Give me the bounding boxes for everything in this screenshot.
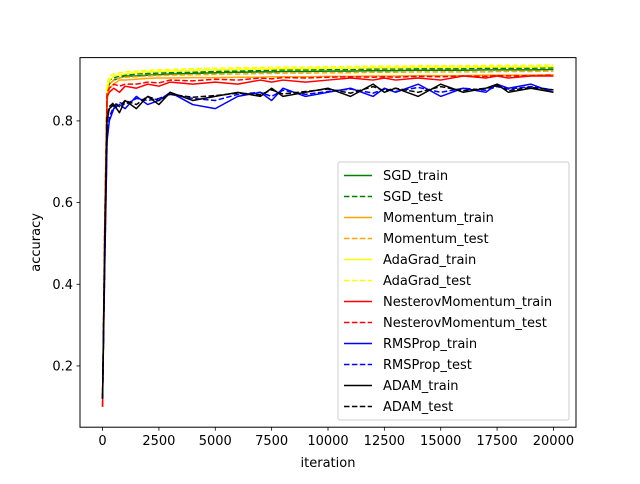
x-tick-label: 2500: [142, 434, 175, 449]
y-axis-label: accuracy: [29, 213, 44, 272]
legend-label: AdaGrad_test: [383, 274, 471, 289]
legend-label: AdaGrad_train: [383, 253, 476, 268]
series-line-nesterovmomentum-test: [101, 74, 554, 407]
legend-label: ADAM_test: [383, 400, 453, 415]
legend-label: SGD_test: [383, 190, 443, 205]
series-line-adam-train: [101, 83, 554, 399]
legend-label: NesterovMomentum_train: [383, 295, 552, 310]
x-tick-label: 15000: [420, 434, 461, 449]
y-tick-label: 0.2: [52, 359, 73, 374]
x-tick-label: 0: [98, 434, 106, 449]
legend: SGD_train SGD_test Momentum_train Momentum_…: [337, 161, 570, 421]
x-tick-label: 20000: [533, 434, 574, 449]
y-tick-label: 0.4: [52, 278, 73, 293]
legend-label: NesterovMomentum_test: [383, 316, 547, 331]
x-tick-label: 10000: [307, 434, 348, 449]
legend-label: Momentum_test: [383, 232, 489, 247]
legend-label: ADAM_train: [383, 379, 459, 394]
legend-label: RMSProp_test: [383, 358, 472, 373]
legend-label: Momentum_train: [383, 211, 494, 226]
y-tick-label: 0.8: [52, 114, 73, 129]
x-tick-label: 7500: [255, 434, 288, 449]
legend-label: SGD_train: [383, 169, 448, 184]
series-line-sgd-test: [101, 67, 554, 399]
series-line-momentum-test: [101, 70, 554, 399]
series-line-rmsprop-train: [101, 83, 554, 399]
legend-box: [337, 161, 570, 421]
legend-label: RMSProp_train: [383, 337, 477, 352]
x-tick-label: 17500: [476, 434, 517, 449]
series-line-adam-test: [101, 85, 554, 399]
y-tick-label: 0.6: [52, 196, 73, 211]
x-tick-label: 5000: [199, 434, 232, 449]
x-tick-label: 12500: [364, 434, 405, 449]
x-axis-label: iteration: [301, 456, 356, 471]
series-line-adagrad-test: [101, 64, 554, 399]
series-line-adagrad-train: [101, 65, 554, 399]
